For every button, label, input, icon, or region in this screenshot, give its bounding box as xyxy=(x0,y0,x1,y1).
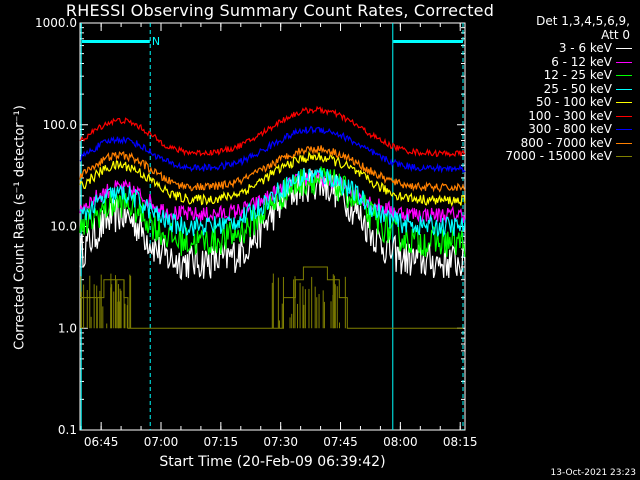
series-line xyxy=(79,105,465,158)
legend-label: 7000 - 15000 keV xyxy=(505,149,612,163)
legend-swatch xyxy=(616,156,632,158)
y-tick-label: 1000.0 xyxy=(35,16,77,30)
y-axis-label: Corrected Count Rate (s⁻¹ detector⁻¹) xyxy=(12,105,28,350)
chart-title: RHESSI Observing Summary Count Rates, Co… xyxy=(65,1,495,20)
legend-label: 12 - 25 keV xyxy=(543,68,612,82)
x-tick-label: 07:15 xyxy=(204,435,239,449)
legend-label: 6 - 12 keV xyxy=(551,54,612,69)
legend-swatch xyxy=(616,61,632,63)
legend-label: 300 - 800 keV xyxy=(528,122,612,136)
legend-swatch xyxy=(616,129,632,131)
legend-swatch xyxy=(616,48,632,50)
legend-label: 50 - 100 keV xyxy=(535,95,612,109)
night-bar xyxy=(393,40,464,43)
series-group xyxy=(79,105,466,329)
legend-header-detectors: Det 1,3,4,5,6,9, xyxy=(536,14,630,28)
legend-entry: 800 - 7000 keV xyxy=(478,135,638,151)
series-line xyxy=(79,169,466,224)
legend-swatch xyxy=(616,88,632,90)
legend-swatch xyxy=(616,115,632,117)
legend-entry: 3 - 6 keV xyxy=(478,41,638,56)
legend: Det 1,3,4,5,6,9, Att 0 3 - 6 keV 6 - 12 k… xyxy=(478,14,638,164)
legend-header-attenuator: Att 0 xyxy=(601,27,630,42)
series-line xyxy=(80,266,463,329)
legend-label: 3 - 6 keV xyxy=(558,41,612,55)
y-tick-label: 100.0 xyxy=(43,118,77,132)
night-bar xyxy=(81,40,150,43)
legend-label: 25 - 50 keV xyxy=(543,81,612,96)
y-tick-label: 10.0 xyxy=(50,220,77,234)
timestamp: 13-Oct-2021 23:23 xyxy=(550,468,636,478)
x-tick-label: 07:45 xyxy=(323,435,358,449)
legend-entry: 25 - 50 keV xyxy=(478,81,638,97)
legend-entry: 7000 - 15000 keV xyxy=(478,149,638,164)
legend-entry: 12 - 25 keV xyxy=(478,68,638,83)
legend-entry: 300 - 800 keV xyxy=(478,122,638,137)
legend-swatch xyxy=(616,75,632,77)
y-tick-label: 1.0 xyxy=(58,321,77,335)
x-tick-label: 08:00 xyxy=(383,435,418,449)
legend-label: 100 - 300 keV xyxy=(528,108,612,123)
series-line xyxy=(79,151,466,207)
night-bar-label: N xyxy=(152,35,160,48)
legend-entry: 6 - 12 keV xyxy=(478,54,638,70)
legend-label: 800 - 7000 keV xyxy=(520,135,612,150)
series-line xyxy=(79,125,466,174)
x-axis-label: Start Time (20-Feb-09 06:39:42) xyxy=(159,454,386,470)
x-tick-label: 08:15 xyxy=(443,435,478,449)
legend-entry: 50 - 100 keV xyxy=(478,95,638,110)
x-tick-label: 06:45 xyxy=(84,435,119,449)
y-tick-label: 0.1 xyxy=(58,423,77,437)
x-tick-label: 07:00 xyxy=(144,435,179,449)
series-line xyxy=(79,166,466,257)
legend-entry: 100 - 300 keV xyxy=(478,108,638,124)
x-tick-label: 07:30 xyxy=(263,435,298,449)
series-line xyxy=(79,145,466,193)
legend-swatch xyxy=(616,102,632,104)
legend-swatch xyxy=(616,142,632,144)
series-line xyxy=(79,168,466,238)
